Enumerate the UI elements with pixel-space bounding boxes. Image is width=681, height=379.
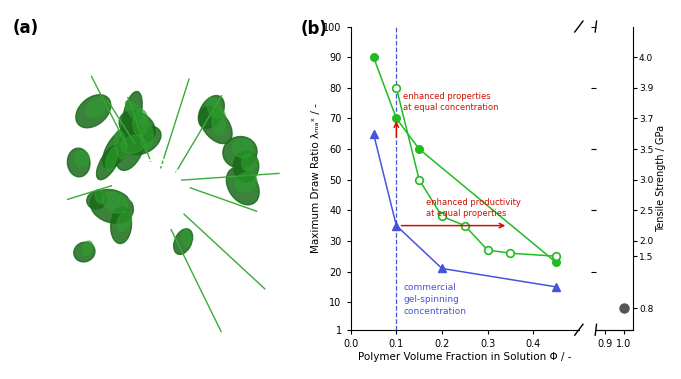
Ellipse shape [67, 148, 90, 177]
Ellipse shape [76, 95, 111, 128]
Ellipse shape [95, 190, 104, 203]
Ellipse shape [82, 241, 93, 255]
Ellipse shape [114, 130, 127, 159]
Ellipse shape [181, 229, 191, 246]
Ellipse shape [226, 167, 259, 205]
Ellipse shape [200, 107, 232, 144]
Ellipse shape [133, 110, 148, 136]
Text: commercial: commercial [403, 283, 456, 292]
Ellipse shape [198, 96, 224, 128]
Text: enhanced productivity
at equal properties: enhanced productivity at equal propertie… [426, 198, 521, 218]
Ellipse shape [103, 128, 132, 168]
Text: gel-spinning: gel-spinning [403, 295, 459, 304]
Ellipse shape [122, 91, 142, 140]
Y-axis label: Maximum Draw Ratio λₘₐˣ / -: Maximum Draw Ratio λₘₐˣ / - [311, 103, 321, 253]
Y-axis label: Tensile Strength / GPa: Tensile Strength / GPa [656, 125, 666, 232]
Ellipse shape [127, 126, 161, 155]
Circle shape [22, 27, 294, 352]
Ellipse shape [125, 100, 145, 124]
Ellipse shape [111, 207, 131, 244]
Ellipse shape [212, 108, 226, 135]
Ellipse shape [235, 172, 257, 192]
X-axis label: Polymer Volume Fraction in Solution Φ / -: Polymer Volume Fraction in Solution Φ / … [358, 352, 571, 362]
Ellipse shape [233, 139, 253, 158]
Ellipse shape [86, 97, 107, 117]
Text: (b): (b) [300, 20, 328, 38]
Text: enhanced properties
at equal concentration: enhanced properties at equal concentrati… [403, 92, 498, 112]
Ellipse shape [75, 150, 89, 167]
Ellipse shape [97, 145, 121, 180]
Ellipse shape [119, 111, 155, 143]
Ellipse shape [174, 229, 193, 254]
Ellipse shape [74, 242, 95, 262]
Ellipse shape [117, 211, 131, 232]
Ellipse shape [116, 126, 145, 171]
Ellipse shape [86, 191, 106, 209]
Ellipse shape [234, 151, 259, 182]
Ellipse shape [223, 136, 257, 168]
Text: (a): (a) [13, 19, 39, 37]
Text: concentration: concentration [403, 307, 466, 316]
Ellipse shape [242, 153, 257, 172]
Ellipse shape [91, 190, 133, 223]
Ellipse shape [106, 147, 118, 170]
Ellipse shape [102, 192, 127, 213]
Ellipse shape [121, 135, 146, 153]
Ellipse shape [207, 98, 222, 118]
Ellipse shape [140, 124, 153, 150]
